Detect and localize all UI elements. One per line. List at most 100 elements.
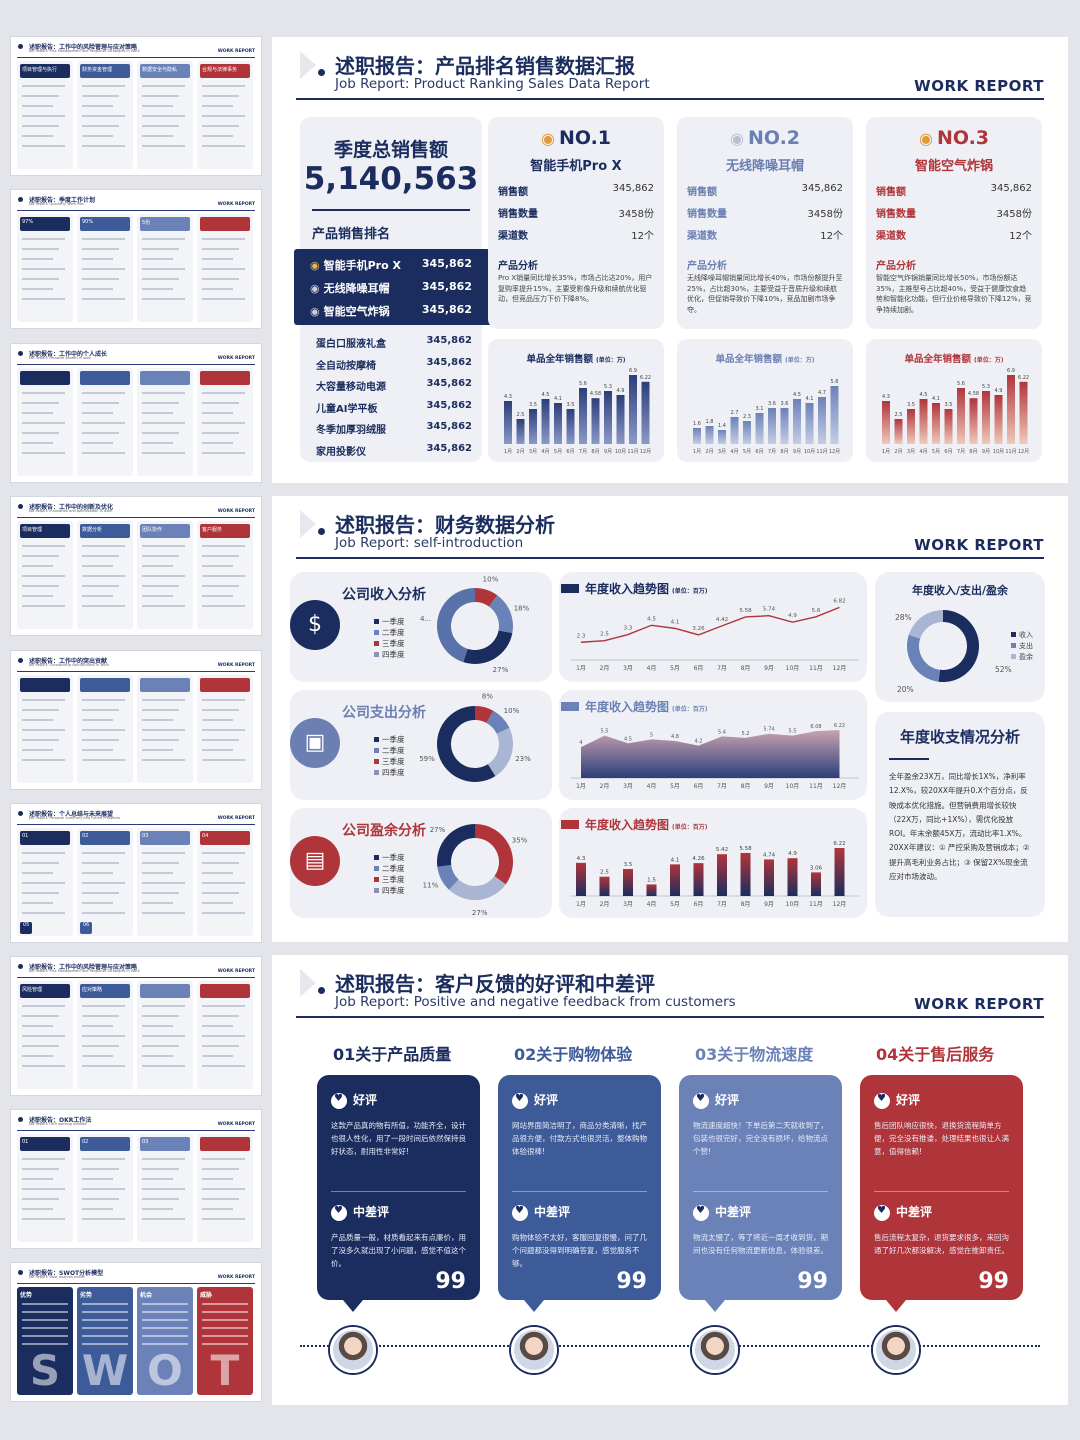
slice-label: 27% [430,826,446,834]
bar-value-label: 4.74 [763,852,776,858]
donut-slice [907,634,940,682]
chart-title-text: 单品全年销售额 [904,354,971,365]
slide-subtitle: Job Report: Product Ranking Sales Data R… [335,76,650,92]
point-label: 5.5 [789,729,797,735]
metric-value: 3458份 [807,209,843,220]
thumb-text-line [202,248,239,250]
thumb-block-header [140,678,190,692]
thumb-text-line [82,862,119,864]
legend-item: 四季度 [374,649,405,660]
analysis-text: 智能空气炸锅销量同比增长50%，市场份额达35%，主推型号占比超40%，受益于健… [876,274,1032,314]
thumb-text-line [142,1198,179,1200]
rank-name: 儿童AI学平板 [316,403,378,415]
thumb-text-line [22,288,53,290]
x-tick-label: 5月 [932,449,940,455]
legend-swatch [374,888,379,893]
bar [805,403,814,444]
bar [907,409,915,444]
slide-finance-analysis: 述职报告：财务数据分析 Job Report: self-introductio… [272,496,1068,942]
feedback-heading: 04关于售后服务 [876,1045,995,1064]
thumb-text-line [82,1158,125,1160]
thumb-text-line [202,575,245,577]
thumb-block-header [80,371,130,385]
title-decoration [300,51,316,79]
bar [693,863,704,896]
thumb-text-line [142,115,185,117]
metric-label: 渠道数 [498,231,528,242]
bar-value-label: 4.1 [671,857,680,863]
thumb-text-line [82,719,113,721]
medal-icon: ◉ [310,282,320,295]
bar-value-label: 2.5 [895,412,903,418]
thumb-block-header [200,1137,250,1151]
x-tick-label: 9月 [793,449,801,455]
slide-thumbnail[interactable]: 述职报告：SWOT分析模型 Job Report: swot analysis m… [10,1262,262,1402]
thumb-block-letter: O [147,1346,183,1395]
x-tick-label: 2月 [894,449,902,455]
x-tick-label: 12月 [1018,449,1029,455]
thumb-text-line [142,1208,173,1210]
bar [705,426,714,444]
thumb-text-line [202,605,245,607]
donut-label: 28% [895,613,912,622]
sales-bar-chart: 4.3 1月 2.5 2月 3.5 3月 4.5 4月 4.1 5月 3.5 6月 5.6 7月 4.58 8… [504,368,651,455]
thumb-text-line [142,442,173,444]
thumb-rule [17,1283,255,1284]
point-label: 4 [579,740,582,746]
slide-thumbnail[interactable]: 述职报告：OKR工作法 Job Report: OKR working metho… [10,1109,262,1249]
heart-icon [874,1204,890,1221]
slide-thumbnail[interactable]: 述职报告：个人总结与未来展望 Job Report: Personal Summa… [10,803,262,943]
thumb-text-line [22,278,59,280]
thumb-text-line [202,565,233,567]
bar-value-label: 4.58 [968,391,979,397]
thumb-block-header: 项目管理 [20,524,70,538]
thumb-block: 02 [77,1134,133,1242]
good-label: 好评 [715,1093,740,1107]
thumb-text-line [142,452,185,454]
legend-swatch [374,866,379,871]
bar-value-label: 4.1 [554,396,562,402]
x-tick-label: 4月 [647,665,657,672]
thumb-text-line [142,1005,185,1007]
slide-thumbnail[interactable]: 述职报告：工作中的突出贡献 Job Report: Outstanding con… [10,650,262,790]
rank-value: 345,862 [426,399,472,411]
thumb-subtitle: Job Report: Risk Management and Response… [29,49,140,53]
divider [512,1191,647,1192]
thumb-text-line [202,1178,233,1180]
thumb-text-line [142,125,179,127]
thumb-text-line [22,709,59,711]
slide-subtitle: Job Report: Positive and negative feedba… [335,994,736,1010]
thumb-text-line [202,1327,248,1329]
product-metric: 销售数量 3458份 [876,205,1032,220]
feedback-heading: 01关于产品质量 [333,1045,452,1064]
title-rule [296,1016,1044,1018]
thumb-text-line [142,1015,179,1017]
slide-thumbnail[interactable]: 述职报告：季度工作计划 Job Report: Quarterly Work Pl… [10,189,262,329]
bar-value-label: 6.22 [1018,375,1029,381]
thumb-text-line [22,1045,59,1047]
thumb-text-line [22,852,65,854]
timeline-dotted-line [300,1345,1040,1347]
thumb-text-line [22,862,59,864]
thumb-text-line [22,412,53,414]
rank-name: 智能空气炸锅 [323,305,390,318]
slide-thumbnail[interactable]: 述职报告：工作中的创新及优化 Job Report: Innovation and… [10,496,262,636]
donut-slice [487,727,513,777]
thumb-block-label: 优势 [20,1292,33,1299]
thumb-work-report: WORK REPORT [217,663,255,668]
slide-thumbnail[interactable]: 述职报告：工作中的风险管理与应对策略 Job Report: Risk Manag… [10,36,262,176]
thumb-text-line [142,605,185,607]
thumb-work-report: WORK REPORT [217,816,255,821]
legend-swatch [374,855,379,860]
thumb-text-line [202,1311,248,1313]
bar-value-label: 4.5 [793,392,801,398]
slide-thumbnail[interactable]: 述职报告：工作中的风险管理与应对策略 Job Report: Risk Manag… [10,956,262,1096]
bad-review-title: 中差评 [874,1203,932,1221]
x-tick-label: 2月 [600,783,610,790]
legend-label: 四季度 [382,650,405,659]
bar-value-label: 2.5 [517,412,525,418]
x-tick-label: 11月 [816,449,827,455]
legend-swatch [374,770,379,775]
slide-thumbnail[interactable]: 述职报告：工作中的个人成长 Job Report: Personal growth… [10,343,262,483]
thumb-text-line [22,1319,68,1321]
